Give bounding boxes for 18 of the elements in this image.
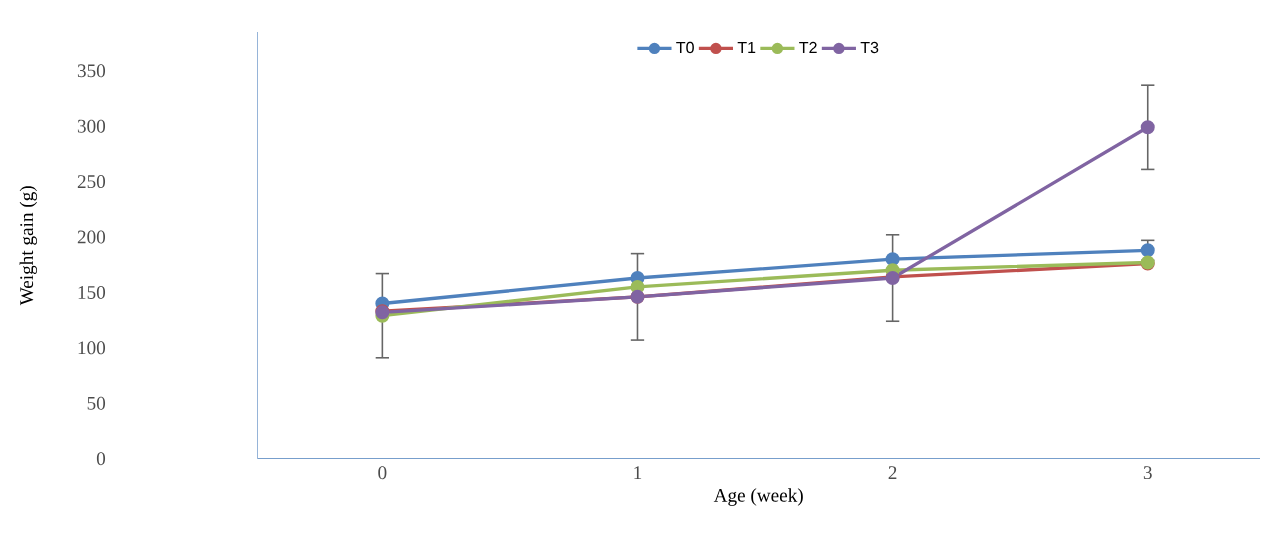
y-tick-label: 150 [78,285,106,299]
x-tick-label: 3 [1143,466,1152,480]
y-tick-label: 0 [96,452,106,466]
y-tick-label: 350 [77,64,106,78]
x-tick-label: 1 [634,466,642,479]
y-tick-label: 300 [77,119,106,133]
legend-label: T1 [737,41,756,53]
y-axis-title: Weight gain (g) [19,186,38,306]
legend-label: T3 [860,41,879,54]
y-tick-label: 250 [77,175,106,189]
legend-label: T0 [676,41,694,54]
x-tick-label: 0 [378,466,387,480]
x-axis-title: Age (week) [713,488,803,506]
legend-label: T2 [799,41,817,54]
y-tick-label: 100 [78,341,106,355]
y-tick-label: 200 [77,230,106,244]
y-tick-label: 50 [87,396,106,410]
x-tick-label: 2 [888,466,897,479]
